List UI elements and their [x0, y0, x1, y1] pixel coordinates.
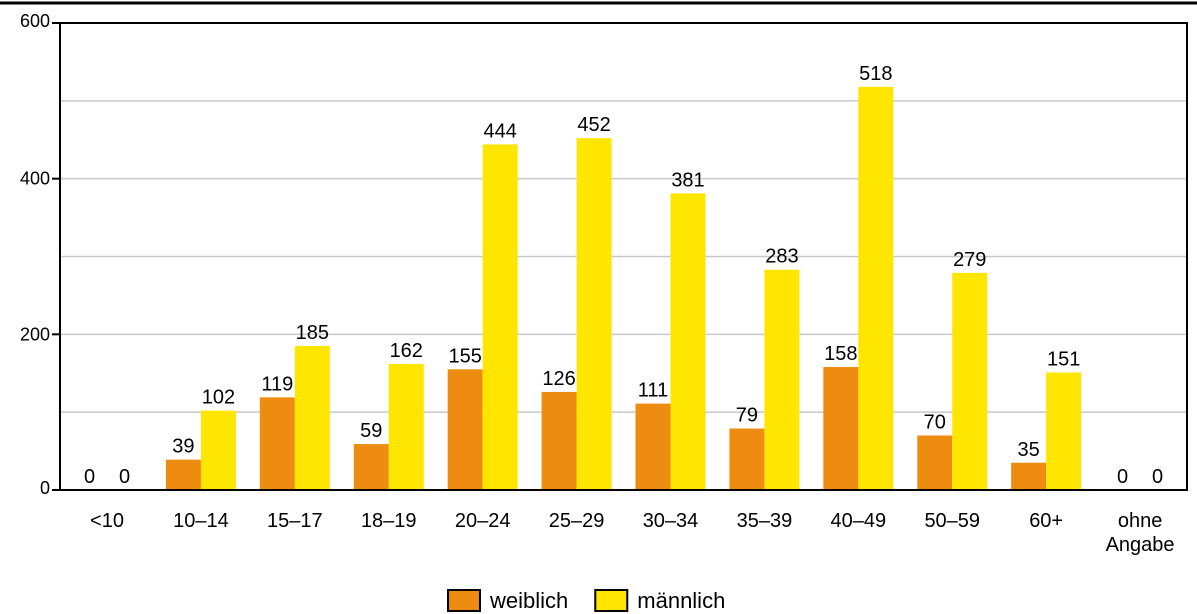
bar-value-label: 518	[859, 63, 892, 85]
category-label: 15–17	[267, 510, 323, 532]
legend-label: weiblich	[489, 588, 568, 613]
bar-männlich	[576, 138, 612, 490]
bar-männlich	[764, 269, 800, 490]
bar-value-label: 0	[84, 466, 95, 488]
category-label: 20–24	[455, 510, 511, 532]
x-axis-labels: <10 10–14 15–17 18–19 20–24 25–29 30–34 35–39 40…	[90, 510, 1175, 556]
bar-value-label: 70	[924, 412, 946, 434]
bar-männlich	[858, 86, 894, 490]
bar-value-label: 102	[202, 387, 235, 409]
legend-swatch	[447, 589, 481, 612]
category-label: 35–39	[737, 510, 793, 532]
bar-value-label: 151	[1047, 348, 1080, 370]
category-label: 25–29	[549, 510, 605, 532]
data-labels: 0 0 39 102 119 185 59 162 155 444 126 452 111 381 79 28…	[84, 63, 1163, 488]
bar-value-label: 39	[172, 436, 194, 458]
bar-value-label: 381	[671, 169, 704, 191]
bar-männlich	[670, 193, 706, 490]
bar-weiblich	[541, 391, 577, 490]
bar-männlich	[388, 363, 424, 490]
bar-value-label: 59	[360, 420, 382, 442]
bar-value-label: 35	[1018, 439, 1040, 461]
bars	[165, 86, 1082, 491]
category-label: 18–19	[361, 510, 417, 532]
bar-männlich	[1046, 372, 1082, 490]
bar-value-label: 0	[1117, 466, 1128, 488]
category-label: 30–34	[643, 510, 699, 532]
gridlines	[60, 100, 1187, 413]
bar-value-label: 444	[483, 120, 516, 142]
bar-value-label: 452	[577, 114, 610, 136]
category-label: 10–14	[173, 510, 229, 532]
bar-value-label: 158	[824, 343, 857, 365]
bar-value-label: 279	[953, 249, 986, 271]
bar-weiblich	[917, 435, 953, 490]
bar-value-label: 283	[765, 246, 798, 268]
category-label: 40–49	[831, 510, 887, 532]
y-axis: 0 200 400 600	[20, 11, 60, 498]
bar-weiblich	[447, 369, 483, 490]
plot-frame	[59, 22, 1188, 491]
legend: weiblich männlich	[447, 588, 725, 613]
bar-männlich	[200, 410, 236, 490]
bar-weiblich	[259, 397, 295, 490]
bar-value-label: 126	[542, 368, 575, 390]
category-label: <10	[90, 510, 124, 532]
bar-weiblich	[165, 459, 201, 490]
y-tick-label: 600	[20, 11, 50, 31]
category-label: 60+	[1029, 510, 1063, 532]
bar-weiblich	[353, 444, 389, 490]
bar-value-label: 0	[119, 466, 130, 488]
y-tick-label: 400	[20, 169, 50, 189]
bar-value-label: 79	[736, 405, 758, 427]
bar-value-label: 155	[448, 345, 481, 367]
bar-value-label: 162	[390, 340, 423, 362]
bar-value-label: 119	[261, 373, 293, 395]
legend-swatch	[594, 589, 629, 612]
bar-value-label: 111	[638, 380, 668, 402]
bar-männlich	[482, 144, 518, 491]
bar-männlich	[952, 272, 988, 490]
bar-value-label: 185	[296, 322, 329, 344]
bar-weiblich	[1011, 462, 1047, 490]
bar-weiblich	[635, 403, 671, 490]
bar-weiblich	[823, 367, 859, 490]
y-tick-label: 0	[40, 478, 50, 498]
bar-value-label: 0	[1152, 466, 1163, 488]
legend-label: männlich	[637, 588, 725, 613]
category-label: 50–59	[924, 510, 980, 532]
y-tick-label: 200	[20, 324, 50, 344]
bar-weiblich	[729, 428, 765, 490]
bar-männlich	[294, 346, 330, 490]
category-label: ohne Angabe	[1106, 510, 1175, 556]
